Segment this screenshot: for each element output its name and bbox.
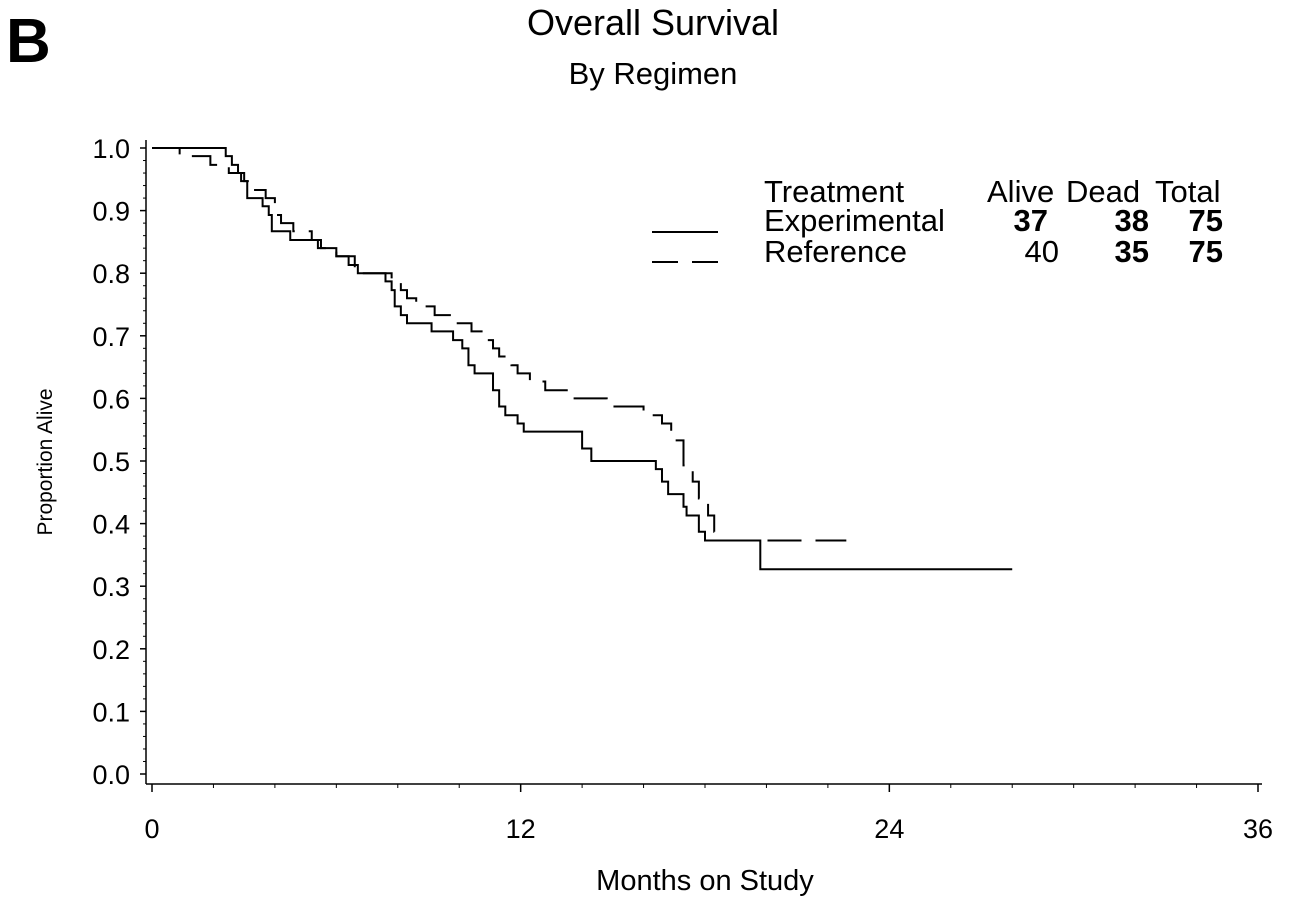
- y-tick-label: 1.0: [92, 134, 130, 164]
- legend-name-experimental: Experimental: [764, 203, 945, 238]
- x-tick-label: 24: [874, 814, 904, 844]
- legend-alive-reference: 40: [1024, 234, 1059, 269]
- legend-header-total: Total: [1155, 174, 1221, 209]
- panel-letter: B: [6, 7, 51, 76]
- legend-header-alive: Alive: [987, 174, 1055, 209]
- y-tick-label: 0.7: [92, 322, 130, 352]
- legend-header-treatment: Treatment: [764, 174, 905, 209]
- legend-name-reference: Reference: [764, 234, 908, 269]
- legend-header-dead: Dead: [1066, 174, 1141, 209]
- legend-total-reference: 75: [1188, 234, 1223, 269]
- legend-dead-experimental: 38: [1114, 203, 1149, 238]
- chart-title: Overall Survival: [526, 2, 780, 43]
- x-tick-label: 12: [506, 814, 536, 844]
- legend-dead-reference: 35: [1114, 234, 1149, 269]
- y-tick-label: 0.2: [92, 635, 130, 665]
- legend-alive-experimental: 37: [1013, 203, 1048, 238]
- y-tick-label: 0.4: [92, 510, 130, 540]
- x-tick-label: 0: [144, 814, 159, 844]
- series-line-reference: [152, 147, 847, 542]
- y-tick-label: 0.0: [92, 760, 130, 790]
- x-tick-label: 36: [1243, 814, 1273, 844]
- y-tick-label: 0.9: [92, 197, 130, 227]
- x-axis-label: Months on Study: [596, 865, 814, 897]
- y-tick-label: 0.8: [92, 259, 130, 289]
- y-tick-label: 0.5: [92, 447, 130, 477]
- series-line-experimental: [152, 147, 1013, 571]
- y-tick-label: 0.1: [92, 697, 130, 727]
- y-tick-label: 0.3: [92, 572, 130, 602]
- chart-subtitle: By Regimen: [568, 56, 738, 91]
- y-tick-label: 0.6: [92, 384, 130, 414]
- legend-total-experimental: 75: [1188, 203, 1223, 238]
